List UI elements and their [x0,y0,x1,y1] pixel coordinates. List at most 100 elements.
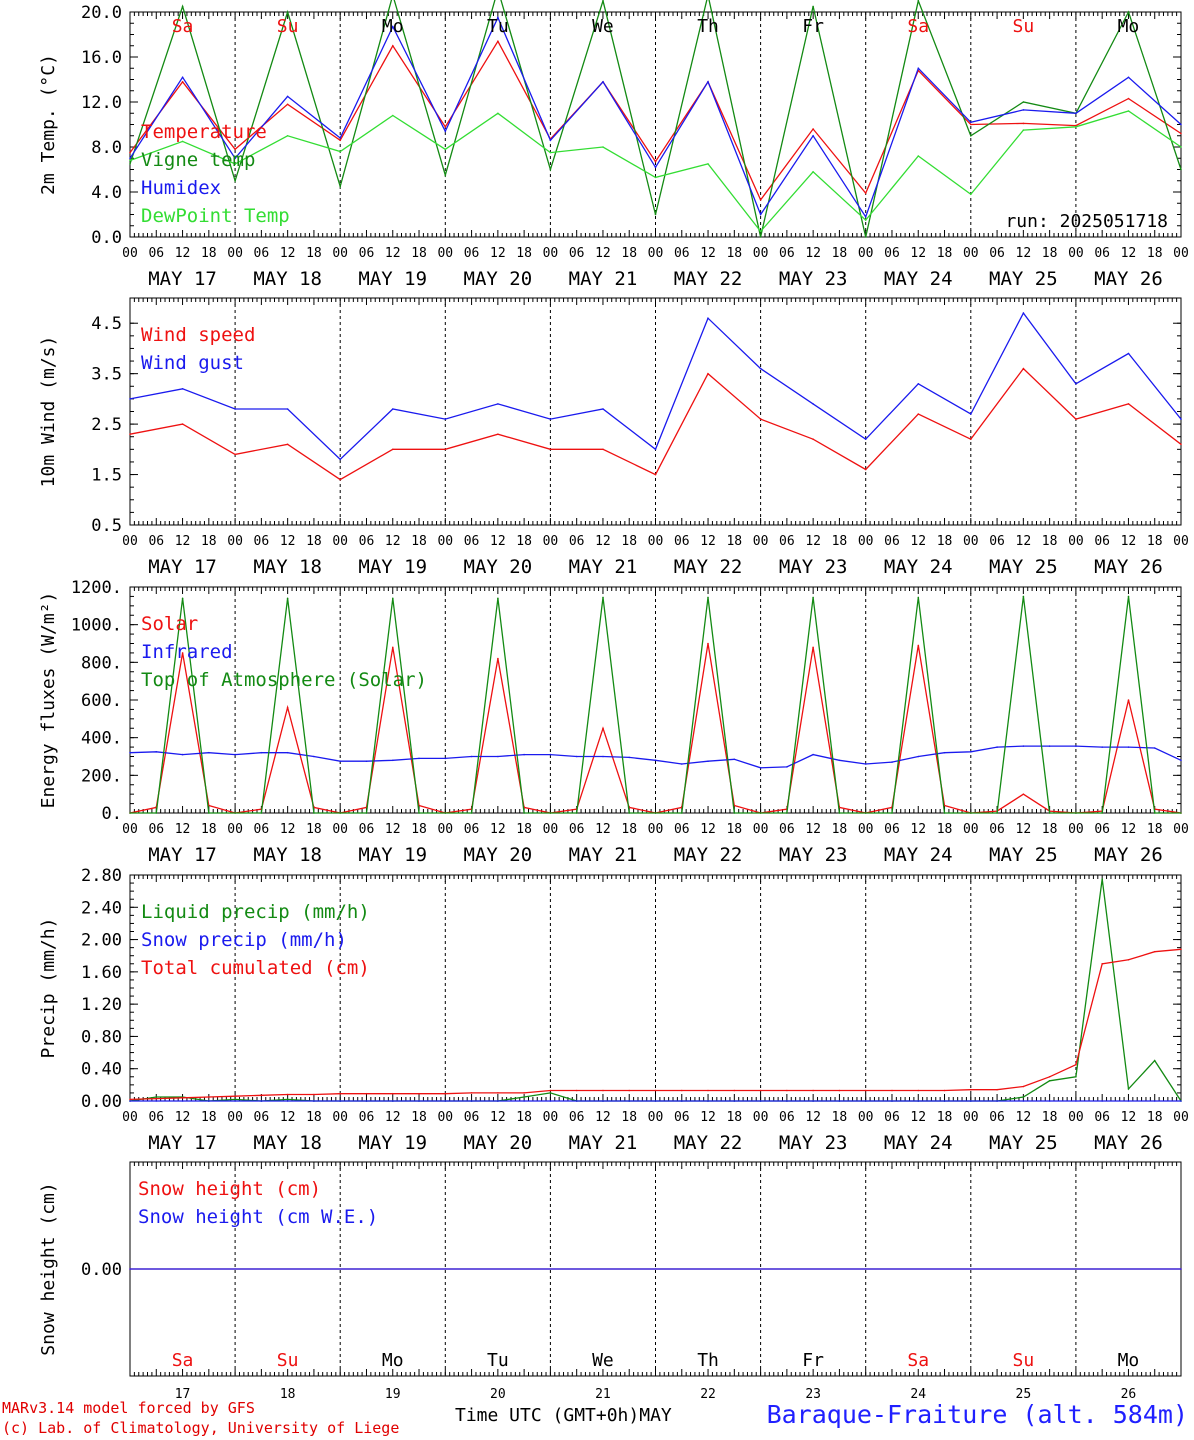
hour-tick-label: 00 [122,822,138,837]
hour-tick-label: 18 [1042,534,1058,549]
day-number-label: 25 [1016,1387,1032,1402]
hour-tick-label: 12 [385,534,401,549]
data-point [812,438,814,441]
data-point [759,1100,762,1102]
day-number-label: 21 [595,1387,611,1402]
data-point [129,812,131,814]
y-tick-label: 1.60 [81,963,122,983]
date-label: MAY 20 [464,268,533,290]
hour-tick-label: 00 [753,246,769,261]
hour-tick-label: 06 [989,534,1005,549]
data-point [418,812,420,814]
data-point [1101,812,1103,814]
hour-tick-label: 12 [595,822,611,837]
hour-tick-label: 18 [832,534,848,549]
data-point [129,398,131,400]
hour-tick-label: 12 [280,822,296,837]
data-point [1048,1076,1051,1078]
data-point [759,1089,762,1092]
hour-tick-label: 18 [1042,1110,1058,1125]
hour-tick-label: 18 [621,246,637,261]
legend-red: Wind speed [141,324,255,346]
data-point [970,413,972,415]
day-of-week-label: Tu [487,16,509,37]
data-point [1127,959,1130,961]
hour-tick-label: 00 [858,1110,874,1125]
hour-tick-label: 06 [254,534,270,549]
data-point [444,174,447,176]
data-point [1127,1100,1130,1102]
data-point [1075,1076,1077,1078]
y-axis-label: Precip (mm/h) [38,918,59,1059]
data-point [497,1092,499,1094]
hour-tick-label: 06 [989,1110,1005,1125]
date-label: MAY 21 [569,556,638,578]
data-point [1022,109,1025,111]
legend-blue: Wind gust [141,352,244,374]
hour-tick-label: 06 [1094,246,1110,261]
hour-tick-label: 12 [1121,246,1137,261]
data-point [234,1098,236,1101]
data-point [970,135,972,137]
data-point [234,453,236,456]
y-tick-label: 1.5 [91,466,122,486]
hour-tick-label: 12 [1121,822,1137,837]
footer-credits: MARv3.14 model forced by GFS (c) Lab. of… [2,1398,399,1438]
data-point [208,751,210,754]
data-point [181,140,184,143]
data-point [891,812,893,814]
hour-tick-label: 00 [543,534,559,549]
data-point [129,1100,131,1102]
data-point [1022,745,1025,747]
data-point [339,812,342,814]
hour-tick-label: 06 [464,822,480,837]
data-point [1127,352,1130,355]
data-point [1180,146,1182,148]
panel-5: 0.00 Snow height (cm) Snow height (cm) Snow… [38,1161,1182,1377]
hour-tick-label: 06 [779,534,795,549]
day-of-week-label: Mo [382,16,404,37]
data-point [864,236,867,238]
data-point [943,751,946,754]
data-point [1180,443,1182,446]
hour-tick-label: 06 [779,822,795,837]
data-point [654,473,657,476]
data-point [707,1100,709,1102]
hour-tick-label: 06 [1094,1110,1110,1125]
date-label: MAY 19 [358,556,427,578]
hour-tick-label: 18 [516,1110,532,1125]
data-point [1153,1100,1156,1102]
data-point [1180,759,1182,762]
y-tick-label: 0.00 [81,1092,122,1112]
data-point [497,433,499,436]
data-point [523,753,525,756]
data-point [917,0,920,2]
legend-blue: Snow height (cm W.E.) [138,1206,378,1228]
data-point [181,597,184,600]
date-label: MAY 18 [253,556,322,578]
data-point [1127,1088,1130,1090]
data-point [1180,812,1182,814]
hour-tick-label: 12 [175,534,191,549]
hour-tick-label: 00 [122,534,138,549]
legend-red: Total cumulated (cm) [141,957,370,979]
data-point [418,1100,420,1102]
hour-tick-label: 12 [805,822,821,837]
data-point [1048,1100,1051,1102]
data-point [444,126,447,128]
y-tick-label: 16.0 [81,48,122,68]
data-point [234,157,236,160]
date-label: MAY 22 [674,1132,743,1154]
data-point [970,123,972,126]
data-point [523,1100,525,1102]
hour-tick-label: 12 [1016,246,1032,261]
data-point [996,746,998,748]
hour-tick-label: 06 [569,534,585,549]
data-point [786,766,788,768]
data-point [1180,123,1182,126]
hour-tick-label: 12 [700,246,716,261]
lab-credit: (c) Lab. of Climatology, University of L… [2,1419,400,1437]
date-label: MAY 21 [569,844,638,866]
data-point [917,1100,920,1102]
data-point [996,1088,998,1091]
